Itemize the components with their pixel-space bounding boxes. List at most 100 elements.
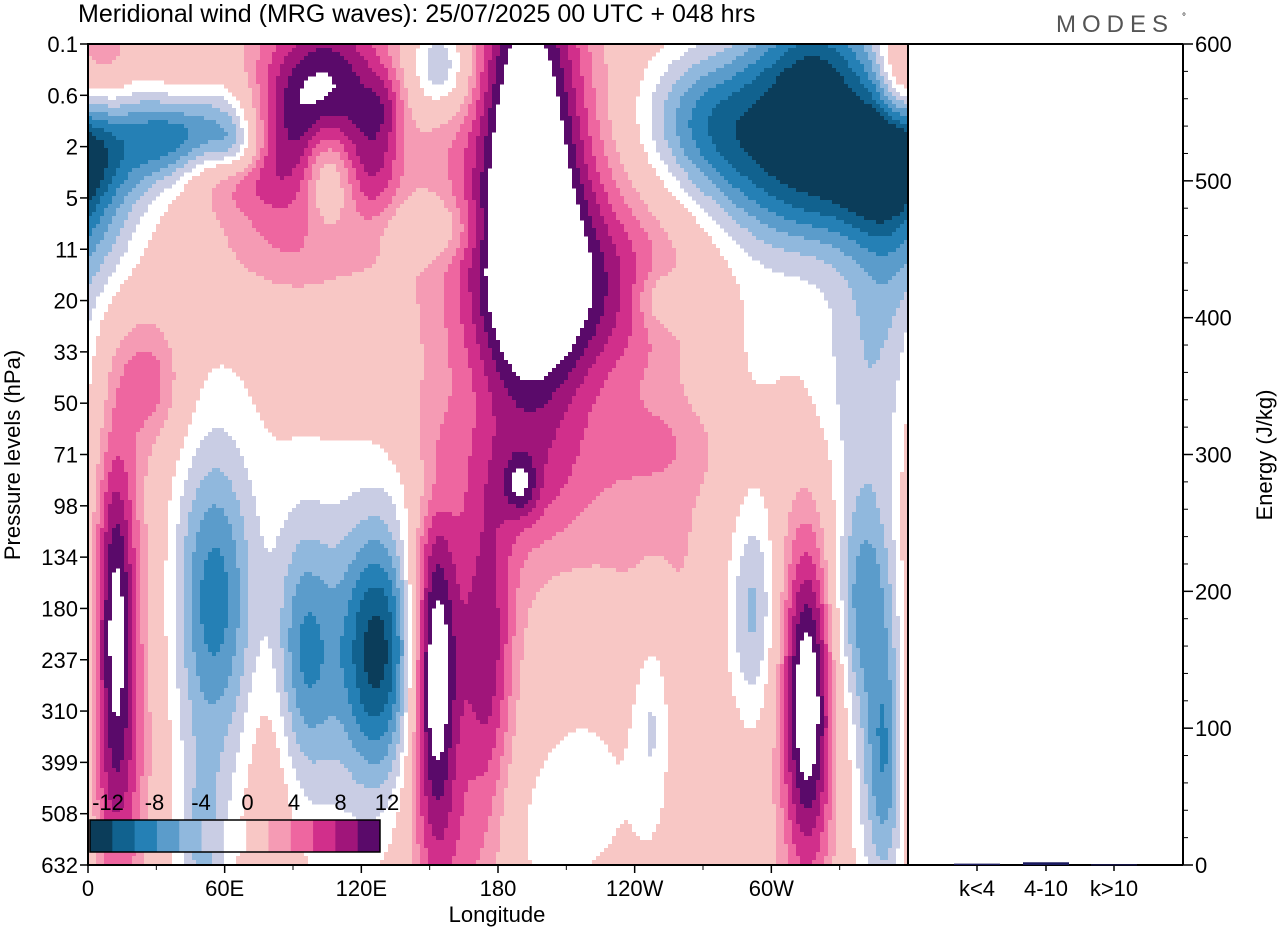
heatmap-cell (228, 608, 240, 613)
heatmap-cell (492, 452, 512, 457)
heatmap-cell (864, 344, 884, 349)
heatmap-cell (320, 152, 340, 157)
heatmap-cell (300, 180, 308, 185)
heatmap-cell (272, 244, 304, 249)
heatmap-cell (408, 528, 416, 533)
heatmap-cell (516, 620, 528, 625)
heatmap-cell (444, 604, 452, 609)
heatmap-cell (244, 264, 372, 269)
heatmap-cell (428, 624, 432, 629)
heatmap-cell (160, 432, 188, 437)
heatmap-cell (380, 56, 392, 61)
heatmap-cell (844, 644, 852, 649)
heatmap-cell (772, 608, 780, 613)
heatmap-cell (588, 340, 608, 345)
heatmap-cell (460, 124, 472, 129)
heatmap-cell (112, 176, 128, 181)
heatmap-cell (88, 108, 220, 113)
heatmap-cell (432, 260, 452, 265)
heatmap-cell (872, 364, 900, 369)
heatmap-cell (468, 208, 476, 213)
heatmap-cell (568, 352, 584, 357)
heatmap-cell (628, 176, 660, 181)
heatmap-cell (748, 608, 756, 613)
heatmap-cell (872, 60, 876, 65)
heatmap-cell (484, 140, 492, 145)
heatmap-cell (88, 536, 92, 541)
heatmap-cell (284, 656, 292, 661)
heatmap-cell (636, 276, 648, 281)
heatmap-cell (284, 584, 296, 589)
heatmap-cell (632, 308, 640, 313)
heatmap-cell (304, 284, 416, 289)
heatmap-cell (576, 164, 588, 169)
heatmap-cell (228, 476, 248, 481)
heatmap-cell (256, 108, 260, 113)
heatmap-cell (348, 168, 356, 173)
heatmap-cell (496, 552, 512, 557)
heatmap-cell (164, 332, 420, 337)
heatmap-cell (664, 132, 676, 137)
heatmap-cell (888, 280, 908, 285)
heatmap-cell (840, 592, 848, 597)
heatmap-cell (892, 632, 900, 637)
heatmap-cell (496, 368, 512, 373)
heatmap-cell (384, 64, 392, 69)
heatmap-cell (460, 108, 468, 113)
heatmap-cell (480, 552, 496, 557)
heatmap-cell (124, 536, 128, 541)
heatmap-cell (764, 168, 908, 173)
heatmap-cell (224, 508, 240, 513)
heatmap-cell (104, 524, 108, 529)
heatmap-cell (316, 144, 344, 149)
heatmap-cell (368, 196, 376, 201)
heatmap-cell (568, 408, 592, 413)
heatmap-cell (92, 372, 108, 377)
heatmap-cell (868, 360, 876, 365)
heatmap-cell (424, 620, 428, 625)
heatmap-cell (256, 136, 264, 141)
heatmap-cell (100, 440, 108, 445)
heatmap-cell (132, 356, 156, 361)
heatmap-cell (148, 592, 164, 597)
heatmap-cell (580, 124, 588, 129)
heatmap-cell (160, 388, 172, 393)
heatmap-cell (836, 364, 868, 369)
heatmap-cell (256, 144, 264, 149)
heatmap-cell (252, 92, 260, 97)
heatmap-cell (172, 200, 212, 205)
heatmap-cell (844, 468, 892, 473)
heatmap-cell (392, 168, 404, 173)
heatmap-cell (364, 268, 424, 273)
heatmap-cell (712, 136, 736, 141)
heatmap-cell (644, 556, 664, 561)
heatmap-cell (192, 592, 200, 597)
heatmap-cell (204, 636, 224, 641)
heatmap-cell (484, 500, 508, 505)
heatmap-cell (96, 636, 100, 641)
heatmap-cell (436, 472, 468, 477)
heatmap-cell (472, 128, 480, 133)
heatmap-cell (88, 560, 92, 565)
heatmap-cell (88, 44, 120, 49)
heatmap-cell (300, 576, 320, 581)
heatmap-cell (144, 248, 232, 253)
heatmap-cell (844, 628, 848, 633)
heatmap-cell (300, 580, 324, 585)
heatmap-cell (696, 44, 732, 49)
heatmap-cell (372, 264, 428, 269)
heatmap-cell (748, 624, 756, 629)
heatmap-cell (904, 596, 908, 601)
heatmap-cell (692, 196, 712, 201)
heatmap-cell (172, 352, 424, 357)
heatmap-cell (108, 564, 124, 569)
heatmap-cell (468, 136, 476, 141)
heatmap-cell (368, 60, 380, 65)
heatmap-cell (388, 44, 400, 49)
heatmap-cell (248, 572, 288, 577)
heatmap-cell (248, 544, 264, 549)
heatmap-cell (544, 404, 568, 409)
heatmap-cell (516, 592, 536, 597)
heatmap-cell (876, 496, 892, 501)
heatmap-cell (140, 532, 148, 537)
